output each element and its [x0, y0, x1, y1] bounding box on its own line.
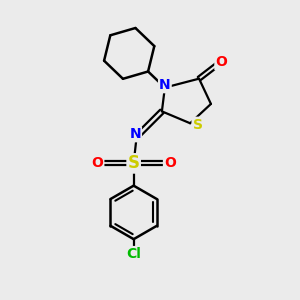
Text: O: O: [215, 55, 227, 69]
Text: N: N: [129, 127, 141, 141]
Text: S: S: [128, 154, 140, 172]
Text: O: O: [164, 156, 176, 170]
Text: S: S: [193, 118, 202, 132]
Text: O: O: [92, 156, 103, 170]
Text: Cl: Cl: [126, 247, 141, 261]
Text: N: N: [159, 78, 171, 92]
